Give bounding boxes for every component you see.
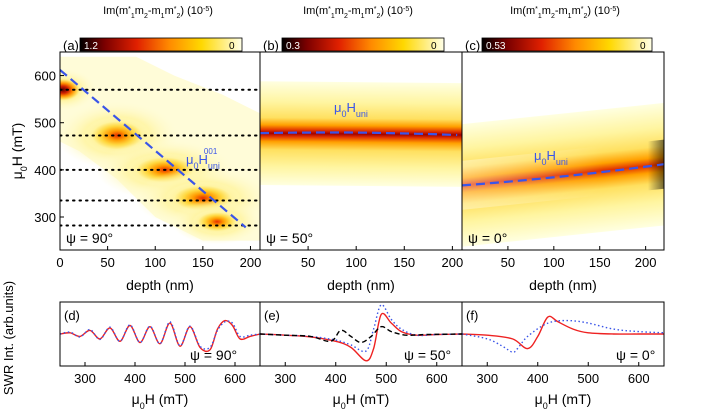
colorbar-b	[281, 37, 445, 52]
colorbar-min-b: 0	[431, 41, 437, 52]
colorbar-a	[79, 37, 243, 52]
x-tick-label: 400	[527, 371, 549, 386]
y-tick-label: 300	[34, 210, 56, 225]
x-tick-label: 0	[56, 255, 63, 270]
lineplot-f	[462, 315, 664, 353]
colorbar-min-a: 0	[229, 41, 235, 52]
heatmap-a-blob	[192, 209, 243, 235]
dashed-uni-line-2	[462, 163, 664, 187]
x-tick-label: 100	[144, 255, 166, 270]
series-dotted-blue	[260, 304, 462, 353]
x-tick-label: 50	[501, 255, 515, 270]
psi-label-e: ψ = 50°	[404, 347, 451, 363]
series-dashed-black	[260, 325, 462, 344]
xlabel-c: depth (nm)	[529, 277, 597, 293]
panel-label-f: (f)	[466, 308, 478, 323]
x-tick-label: 300	[274, 371, 296, 386]
xlabel-e: μ0H (mT)	[333, 391, 390, 410]
lineplot-d	[60, 319, 260, 353]
xlabel-a: depth (nm)	[126, 277, 194, 293]
dashed-uni-line-1	[260, 131, 458, 137]
x-tick-label: 600	[426, 371, 448, 386]
panel-label-e: (e)	[264, 308, 280, 323]
colorbar-max-a: 1.2	[84, 41, 98, 52]
x-tick-label: 50	[301, 255, 315, 270]
x-tick-label: 100	[543, 255, 565, 270]
x-tick-label: 400	[325, 371, 347, 386]
psi-label-d: ψ = 90°	[190, 347, 237, 363]
heatmap-b	[260, 81, 462, 187]
x-tick-label: 200	[442, 255, 464, 270]
ylabel-top: μ0H (mT)	[9, 123, 29, 180]
x-tick-label: 500	[375, 371, 397, 386]
x-tick-label: 600	[224, 371, 246, 386]
colorbar-max-b: 0.3	[286, 41, 300, 52]
colorbar-max-c: 0.53	[486, 41, 506, 52]
heatmap-a	[60, 56, 260, 245]
psi-label-c: ψ = 0°	[468, 230, 507, 246]
colorbar-title-b: Im(m*1m2-m1m*2) (10-5)	[303, 5, 413, 20]
colorbar-title-c: Im(m*1m2-m1m*2) (10-5)	[510, 5, 620, 20]
series-solid-red	[462, 315, 664, 350]
band-(c)	[462, 102, 664, 247]
x-tick-label: 200	[635, 255, 657, 270]
panel-label-a: (a)	[63, 38, 79, 53]
colorbar-title-a: Im(m*1m2-m1m*2) (10-5)	[103, 5, 213, 20]
colorbar-min-c: 0	[640, 41, 646, 52]
y-tick-label: 500	[34, 116, 56, 131]
y-tick-label: 400	[34, 163, 56, 178]
x-tick-label: 50	[100, 255, 114, 270]
psi-label-f: ψ = 0°	[616, 347, 655, 363]
heatmap-band-overlay	[462, 139, 664, 210]
x-tick-label: 500	[174, 371, 196, 386]
x-tick-label: 300	[74, 371, 96, 386]
x-tick-label: 200	[240, 255, 262, 270]
xlabel-f: μ0H (mT)	[535, 391, 592, 410]
xlabel-d: μ0H (mT)	[132, 391, 189, 410]
frame-f	[461, 301, 665, 367]
band-(b)	[260, 81, 462, 187]
ylabel-bottom: SWR Int. (arb.units)	[1, 281, 16, 395]
panel-label-c: (c)	[465, 38, 480, 53]
psi-label-a: ψ = 90°	[66, 230, 113, 246]
series-dotted-blue	[462, 319, 664, 353]
xlabel-b: depth (nm)	[327, 277, 395, 293]
panel-label-d: (d)	[64, 308, 80, 323]
lineplot-e	[260, 304, 462, 362]
axis-ticks: 0 50 100 150 200 50 100 150 200 50 100 150 200 300 400…	[34, 69, 656, 386]
x-tick-label: 300	[476, 371, 498, 386]
dashed-uni-line-a	[60, 69, 247, 229]
heatmap-c	[462, 102, 664, 247]
x-tick-label: 150	[589, 255, 611, 270]
y-tick-label: 600	[34, 69, 56, 84]
frame-c	[461, 51, 665, 251]
x-tick-label: 100	[345, 255, 367, 270]
colorbar-c	[481, 37, 653, 52]
x-tick-label: 600	[628, 371, 650, 386]
heatmap-band	[260, 81, 462, 187]
psi-label-b: ψ = 50°	[266, 230, 313, 246]
x-tick-label: 150	[393, 255, 415, 270]
x-tick-label: 150	[192, 255, 214, 270]
series-dotted-blue	[60, 320, 260, 350]
x-tick-label: 500	[577, 371, 599, 386]
panel-label-b: (b)	[263, 38, 279, 53]
x-tick-label: 400	[124, 371, 146, 386]
